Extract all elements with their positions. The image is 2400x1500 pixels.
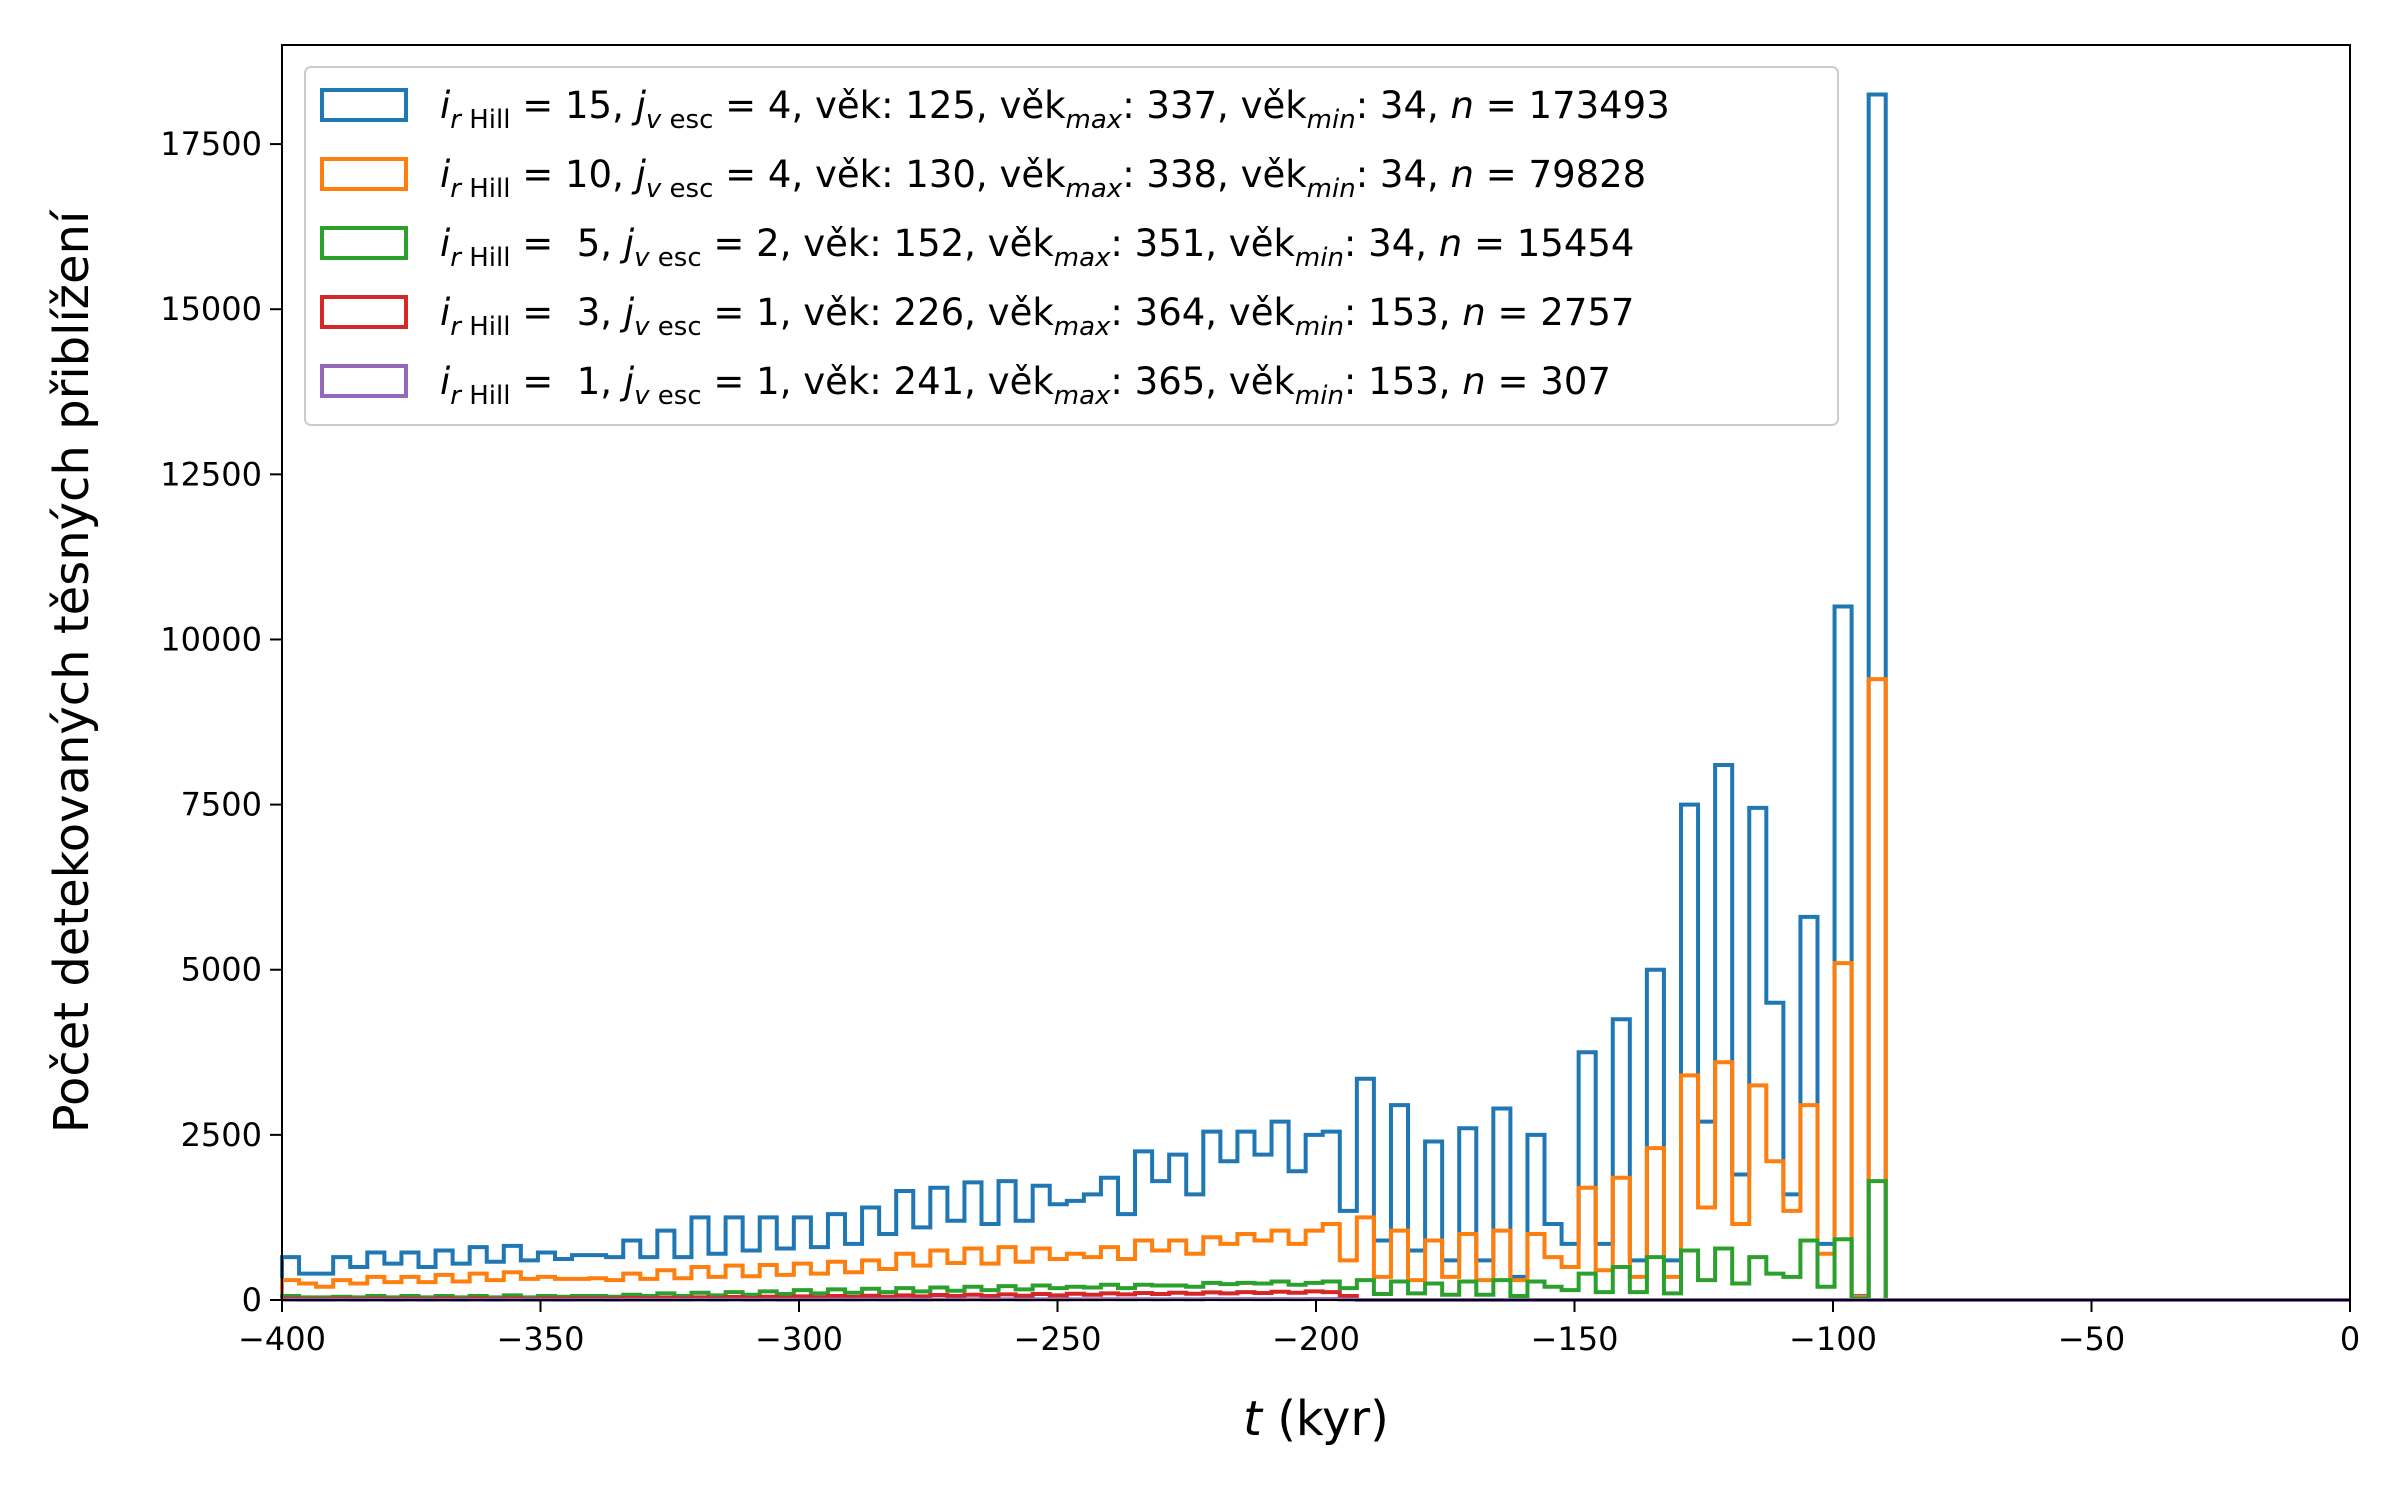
legend-entry-3: ir Hill = 5, jv esc = 2, věk: 152, věkma… [440,222,1634,273]
x-axis-label-unit: (kyr) [1262,1391,1389,1447]
x-tick-label: −250 [1014,1320,1102,1358]
y-axis-label: Počet detekovaných těsných přiblížení [44,209,100,1133]
legend-entry-2: ir Hill = 10, jv esc = 4, věk: 130, věkm… [440,153,1646,204]
legend-swatch-1 [320,88,408,122]
x-tick-label: −200 [1272,1320,1360,1358]
y-tick-label: 2500 [181,1116,262,1154]
legend-swatch-4 [320,295,408,329]
x-axis-label: t (kyr) [1243,1391,1389,1447]
x-axis-ticks: −400 −350 −300 −250 −200 −150 −100 −50 0 [238,1300,2360,1358]
x-tick-label: −100 [1789,1320,1877,1358]
y-tick-label: 10000 [160,620,262,658]
legend-entry-5: ir Hill = 1, jv esc = 1, věk: 241, věkma… [440,360,1611,411]
x-tick-label: −150 [1531,1320,1619,1358]
legend-box [304,66,1839,426]
y-tick-label: 15000 [160,290,262,328]
y-tick-label: 7500 [181,786,262,824]
x-axis-label-var: t [1243,1391,1264,1447]
histogram-series-3 [280,1179,2350,1302]
histogram-series-1 [280,92,2350,1302]
y-tick-label: 5000 [181,951,262,989]
x-tick-label: −400 [238,1320,326,1358]
y-axis-ticks: 0 2500 5000 7500 10000 12500 15000 17500 [160,125,282,1319]
legend-swatch-5 [320,364,408,398]
y-tick-label: 12500 [160,455,262,493]
legend-entry-1: ir Hill = 15, jv esc = 4, věk: 125, věkm… [440,84,1670,135]
x-tick-label: −50 [2058,1320,2126,1358]
legend-swatch-2 [320,157,408,191]
legend: ir Hill = 15, jv esc = 4, věk: 125, věkm… [304,66,1839,426]
x-tick-label: 0 [2340,1320,2360,1358]
legend-swatch-3 [320,226,408,260]
y-tick-label: 0 [242,1281,262,1319]
x-tick-label: −350 [497,1320,585,1358]
histogram-series-2 [280,677,2350,1302]
y-tick-label: 17500 [160,125,262,163]
x-tick-label: −300 [755,1320,843,1358]
legend-entry-4: ir Hill = 3, jv esc = 1, věk: 226, věkma… [440,291,1634,342]
